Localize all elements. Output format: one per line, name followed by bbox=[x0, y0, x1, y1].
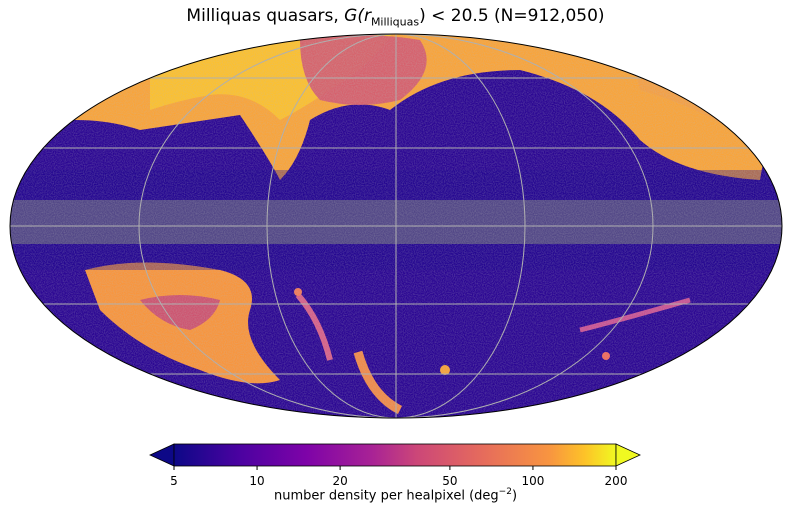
colorbar-tick-label: 50 bbox=[442, 474, 457, 488]
colorbar-tick-label: 10 bbox=[249, 474, 264, 488]
colorbar-tick-label: 100 bbox=[521, 474, 544, 488]
colorbar-ticks: 5 10 20 50 100 200 bbox=[170, 466, 627, 488]
map-boundary bbox=[9, 33, 783, 419]
map-title: Milliquas quasars, G(rMilliquas) < 20.5 … bbox=[186, 6, 605, 29]
colorbar-tick-label: 5 bbox=[170, 474, 178, 488]
colorbar-tick-label: 20 bbox=[332, 474, 347, 488]
colorbar-label: number density per healpixel (deg−2) bbox=[273, 487, 518, 504]
colorbar-extend-low bbox=[149, 443, 175, 467]
colorbar-gradient bbox=[173, 443, 617, 467]
colorbar-extend-high bbox=[615, 443, 641, 467]
colorbar-tick-label: 200 bbox=[605, 474, 628, 488]
colorbar: 5 10 20 50 100 200 bbox=[149, 443, 641, 488]
